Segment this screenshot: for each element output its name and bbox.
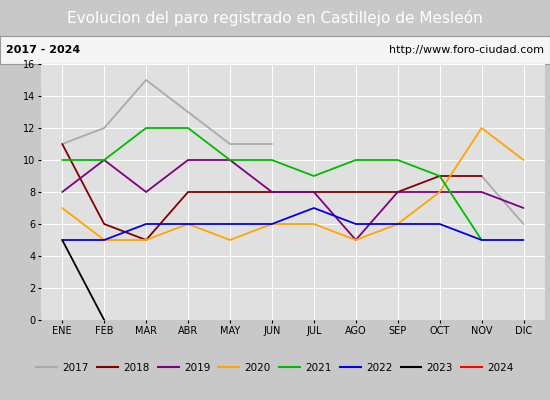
2022 (436, 222, 443, 226)
Text: Evolucion del paro registrado en Castillejo de Mesleón: Evolucion del paro registrado en Castill… (67, 10, 483, 26)
2022 (185, 222, 191, 226)
Line: 2017: 2017 (482, 176, 524, 224)
2022 (478, 238, 485, 242)
2022 (353, 222, 359, 226)
2020 (101, 238, 107, 242)
2020 (227, 238, 233, 242)
2020 (143, 238, 150, 242)
2022 (227, 222, 233, 226)
2019 (520, 206, 527, 210)
2020 (353, 238, 359, 242)
Line: 2022: 2022 (62, 208, 524, 240)
Line: 2020: 2020 (62, 128, 524, 240)
2022 (59, 238, 65, 242)
2020 (394, 222, 401, 226)
2019 (101, 158, 107, 162)
Text: 2017 - 2024: 2017 - 2024 (6, 45, 80, 55)
2020 (436, 190, 443, 194)
2019 (311, 190, 317, 194)
2020 (59, 206, 65, 210)
2019 (436, 190, 443, 194)
2017 (520, 222, 527, 226)
2022 (520, 238, 527, 242)
2017 (478, 174, 485, 178)
2019 (185, 158, 191, 162)
2019 (478, 190, 485, 194)
2022 (311, 206, 317, 210)
2019 (353, 238, 359, 242)
2019 (59, 190, 65, 194)
Line: 2019: 2019 (62, 160, 524, 240)
2019 (394, 190, 401, 194)
2019 (268, 190, 275, 194)
2020 (478, 126, 485, 130)
2022 (143, 222, 150, 226)
2019 (143, 190, 150, 194)
2020 (311, 222, 317, 226)
Legend: 2017, 2018, 2019, 2020, 2021, 2022, 2023, 2024: 2017, 2018, 2019, 2020, 2021, 2022, 2023… (32, 359, 518, 377)
2020 (520, 158, 527, 162)
2022 (394, 222, 401, 226)
2022 (101, 238, 107, 242)
Text: http://www.foro-ciudad.com: http://www.foro-ciudad.com (389, 45, 544, 55)
2019 (227, 158, 233, 162)
2022 (268, 222, 275, 226)
2020 (268, 222, 275, 226)
2020 (185, 222, 191, 226)
